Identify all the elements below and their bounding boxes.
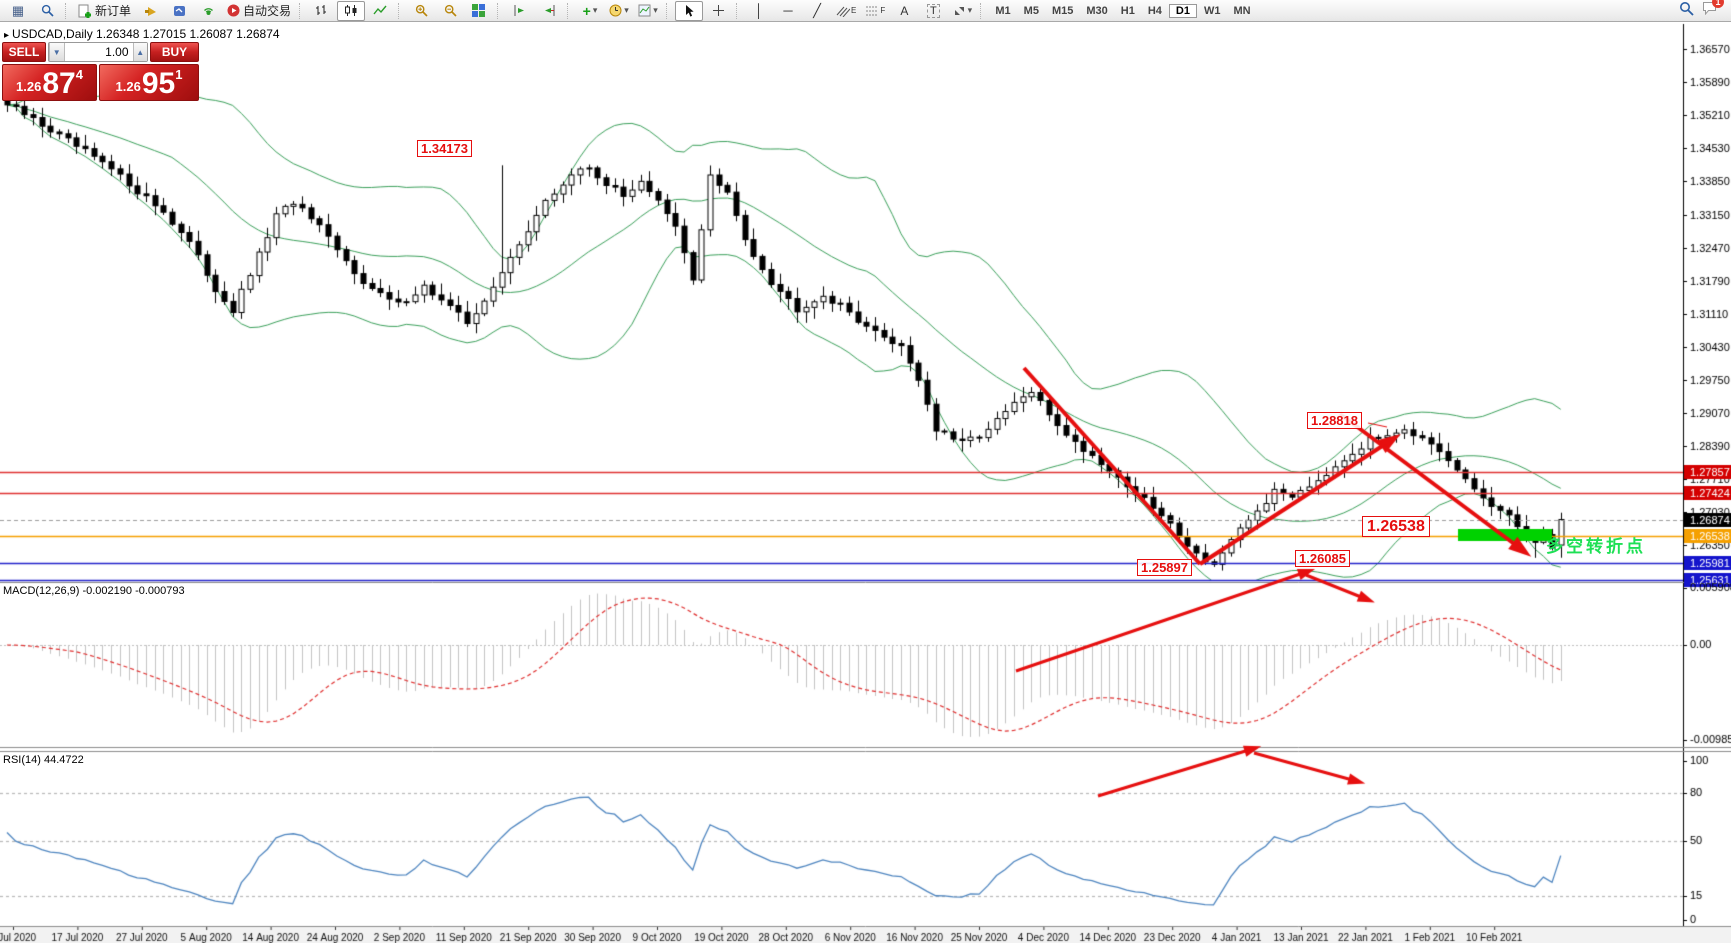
search-icon[interactable]	[1679, 1, 1694, 21]
chart-shift-icon[interactable]	[506, 1, 534, 21]
macd-indicator-label: MACD(12,26,9) -0.002190 -0.000793	[3, 585, 185, 597]
timeframe-m30[interactable]: M30	[1086, 4, 1108, 17]
toolbar-separator	[497, 2, 502, 19]
trendline-tool-icon[interactable]: ╱	[813, 3, 821, 18]
toolbar-separator	[736, 2, 741, 19]
price-annotation: 1.34173	[417, 140, 472, 157]
expert-advisors-icon[interactable]	[165, 1, 193, 21]
notifications-icon[interactable]: 1	[1702, 0, 1724, 20]
volume-decrease-button[interactable]: ▼	[49, 43, 65, 61]
new-order-icon	[78, 4, 91, 18]
crosshair-tool-icon[interactable]	[704, 1, 732, 21]
toolbar-separator	[65, 2, 70, 19]
zoom-in-icon[interactable]	[407, 1, 435, 21]
note-annotation: 多空转折点	[1546, 537, 1646, 556]
candlestick-chart-icon[interactable]	[337, 0, 366, 21]
autotrading-button[interactable]: 自动交易	[223, 1, 295, 21]
arrows-tool-icon[interactable]: ▾	[948, 1, 976, 21]
tile-windows-icon[interactable]	[465, 1, 493, 21]
timeframe-d1[interactable]: D1	[1168, 3, 1197, 18]
signals-icon[interactable]	[194, 1, 222, 21]
chart-title: ▸ USDCAD,Daily 1.26348 1.27015 1.26087 1.…	[4, 27, 280, 41]
bar-chart-icon[interactable]	[308, 1, 336, 21]
periods-button[interactable]: ▾	[605, 1, 633, 21]
market-watch-icon[interactable]	[33, 1, 61, 21]
price-annotation: 1.25897	[1137, 559, 1192, 576]
toolbar: ▦ 新订单 自动交易 + ▾ ▾ ▾ │ ─ ╱ E F A T ▾ M1 M5 …	[0, 0, 1731, 22]
vertical-line-tool-icon[interactable]: │	[754, 3, 764, 18]
timeframe-m15[interactable]: M15	[1051, 4, 1074, 17]
zoom-out-icon[interactable]	[436, 1, 464, 21]
timeframe-h1[interactable]: H1	[1120, 4, 1135, 17]
add-indicator-button[interactable]: + ▾	[582, 2, 598, 19]
volume-input[interactable]	[64, 43, 133, 61]
timeframe-m1[interactable]: M1	[995, 4, 1011, 17]
notification-badge: 1	[1712, 0, 1724, 8]
rsi-indicator-label: RSI(14) 44.4722	[3, 754, 84, 766]
price-annotation: 1.26085	[1295, 550, 1350, 567]
timeframe-m5[interactable]: M5	[1023, 4, 1039, 17]
new-order-button[interactable]: 新订单	[74, 1, 135, 21]
toolbar-separator	[980, 2, 985, 19]
equidistant-channel-tool-icon[interactable]: E	[832, 1, 860, 21]
fibonacci-tool-icon[interactable]: F	[866, 6, 886, 15]
timeframe-mn[interactable]: MN	[1233, 4, 1251, 17]
sell-price-display[interactable]: 1.26 87 4	[2, 64, 97, 101]
price-annotation: 1.26538	[1362, 516, 1430, 537]
line-chart-icon[interactable]	[366, 1, 394, 21]
alerts-icon[interactable]	[136, 1, 164, 21]
toolbar-separator	[299, 2, 304, 19]
toolbar-separator	[567, 2, 572, 19]
timeframe-h4[interactable]: H4	[1147, 4, 1162, 17]
toolbar-separator	[666, 2, 671, 19]
volume-control: ▼ ▲	[48, 42, 148, 62]
horizontal-line-tool-icon[interactable]: ─	[783, 3, 793, 18]
chart-marker-icon: ▸	[4, 30, 10, 41]
volume-increase-button[interactable]: ▲	[132, 43, 147, 61]
one-click-trading-panel: SELL ▼ ▲ BUY 1.26 87 4 1.26 95 1	[2, 42, 199, 101]
text-tool-icon[interactable]: A	[900, 3, 909, 18]
autotrading-icon	[227, 4, 240, 17]
auto-scroll-icon[interactable]	[535, 1, 563, 21]
label-tool-icon[interactable]: T	[919, 1, 947, 21]
sell-button[interactable]: SELL	[2, 42, 46, 62]
toolbar-separator	[398, 2, 403, 19]
chart-window-icon[interactable]: ▦	[11, 3, 25, 18]
cursor-tool-icon[interactable]	[675, 0, 704, 21]
price-annotation: 1.28818	[1307, 412, 1362, 429]
templates-button[interactable]: ▾	[634, 1, 662, 21]
buy-price-display[interactable]: 1.26 95 1	[99, 64, 199, 101]
timeframe-w1[interactable]: W1	[1203, 4, 1221, 17]
buy-button[interactable]: BUY	[150, 42, 199, 62]
